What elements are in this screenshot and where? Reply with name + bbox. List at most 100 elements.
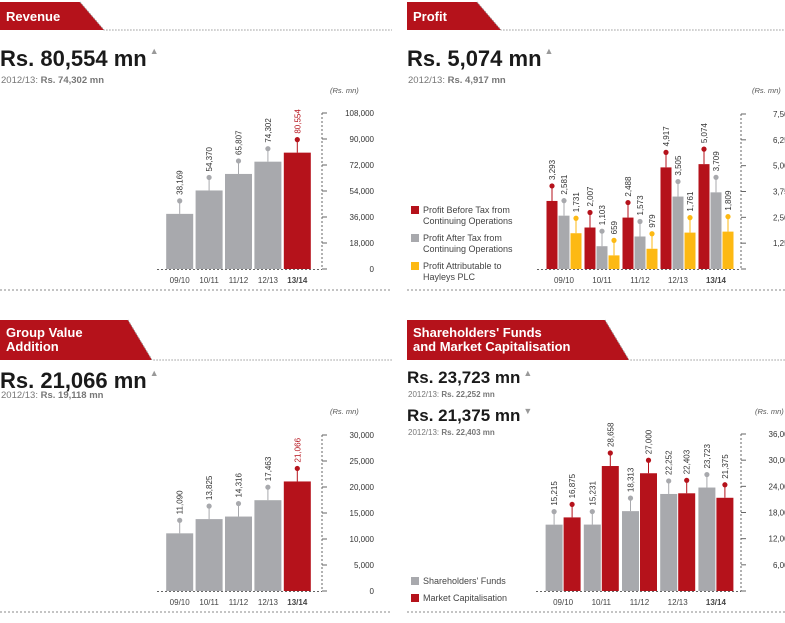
category-label: 10/11 [199,598,219,607]
data-label: 21,066 [293,437,302,462]
chart-legend: Profit Before Tax from Continuing Operati… [411,205,513,289]
bar [166,213,194,269]
category-label: 10/11 [592,276,612,285]
pin-dot [684,477,690,483]
headline-amount: Rs. 5,074 mn [407,46,542,71]
bar [558,215,570,269]
category-label: 12/13 [668,276,689,285]
bar [283,152,311,269]
y-tick-label: 36,000 [350,213,375,222]
y-tick-label: 108,000 [345,109,374,118]
legend-swatch [411,234,419,242]
legend-label: Profit After Tax from [423,233,502,243]
y-tick-label: 30,000 [769,456,785,465]
previous-year-amount: Rs. 22,252 mn [441,390,495,399]
bar [254,161,282,269]
headline-value: Rs. 21,375 mn ▼ [407,406,532,426]
y-tick-label: 18,000 [769,509,785,518]
previous-year-value: 2012/13: Rs. 4,917 mn [408,75,506,86]
category-label: 12/13 [258,276,279,285]
chart-legend: Shareholders' Funds Market Capitalisation [411,576,507,610]
y-tick-label: 10,000 [350,535,375,544]
banner-shape [0,319,392,361]
unit-label: (Rs. mn) [330,407,359,416]
pin-dot [206,174,212,181]
data-label: 2,488 [624,176,633,197]
bar [698,164,710,269]
previous-year-label: 2012/13: [408,428,440,437]
section-title-line: Shareholders' Funds [413,325,542,340]
legend-item: Profit Before Tax from Continuing Operati… [411,205,513,227]
pin-dot [561,198,567,204]
section-title-line: Addition [6,339,59,354]
section-title-line: and Market Capitalisation [413,339,571,354]
data-label: 21,375 [721,454,730,479]
bar [622,217,634,269]
data-label: 3,505 [674,155,683,176]
legend-label: Profit Before Tax from [423,205,510,215]
legend-swatch [411,262,419,270]
previous-year-amount: Rs. 19,118 mn [40,390,104,401]
category-label: 12/13 [668,598,689,607]
section-banner: Group Value Addition [0,318,392,361]
data-label: 2,007 [586,186,595,207]
pin-dot [725,214,731,220]
data-label: 3,293 [548,159,557,180]
category-label: 11/12 [630,598,650,607]
bar [584,227,596,269]
legend-swatch [411,206,419,214]
y-tick-label: 72,000 [350,161,375,170]
section-title-text: Profit [413,9,447,24]
legend-swatch [411,577,419,585]
unit-text: (Rs. mn) [755,407,784,416]
section-title-text: Revenue [6,9,61,24]
data-label: 13,825 [205,475,214,500]
section-title-line: Group Value [6,325,83,340]
data-label: 2,581 [560,174,569,195]
pin-dot [599,228,605,234]
pin-dot [722,482,728,488]
chart-plot: 0 5,000 10,000 15,000 20,000 25,000 30,000 11,0… [0,431,392,613]
y-tick-label: 2,500 [773,213,785,222]
legend-label: Market Capitalisation [423,593,508,603]
legend-item: Shareholders' Funds [411,576,507,587]
pin-dot [265,484,271,490]
headline-value: Rs. 23,723 mn ▲ [407,368,532,388]
bar [195,519,223,591]
y-tick-label: 15,000 [350,509,375,518]
triangle-up-icon: ▲ [149,46,159,56]
bar [545,524,563,591]
pin-dot [177,198,183,204]
legend-item: Market Capitalisation [411,593,507,604]
legend-swatch [411,594,419,602]
triangle-up-icon: ▲ [523,368,533,378]
bar [660,167,672,269]
headline-amount: Rs. 80,554 mn [0,46,147,71]
category-label: 10/11 [592,598,612,607]
unit-label: (Rs. mn) [330,86,359,95]
previous-year-value: 2012/13: Rs. 22,403 mn [408,428,495,437]
category-label: 09/10 [170,276,191,285]
y-tick-label: 90,000 [350,135,375,144]
section-banner: Shareholders' Funds and Market Capitalisa… [407,318,785,361]
y-tick-label: 36,000 [769,430,785,439]
shareholders-funds-panel: Shareholders' Funds and Market Capitalisa… [407,318,785,623]
legend-item: Profit Attributable to Hayleys PLC [411,261,513,283]
bar [225,173,252,269]
data-label: 979 [648,214,657,228]
section-title: Profit [413,10,447,24]
pin-dot [637,218,643,225]
pin-dot [206,503,212,509]
triangle-down-icon: ▼ [523,406,533,416]
section-banner: Revenue [0,0,392,36]
revenue-panel: Revenue Rs. 80,554 mn ▲ 2012/13: Rs. 74,302… [0,0,392,305]
chart-plot: 01,2502,5003,7505,0006,2507,5003,2932,58… [407,110,785,291]
pin-dot [713,174,719,180]
bar [570,233,582,269]
bar [608,255,620,269]
profit-panel: Profit Rs. 5,074 mn ▲ 2012/13: Rs. 4,917 mn… [407,0,785,305]
group-value-addition-panel: Group Value Addition Rs. 21,066 mn ▲ 2012/13… [0,318,392,623]
section-title: Group Value Addition [6,326,83,354]
pin-dot [235,158,242,164]
headline-amount: Rs. 21,375 mn [407,406,521,425]
